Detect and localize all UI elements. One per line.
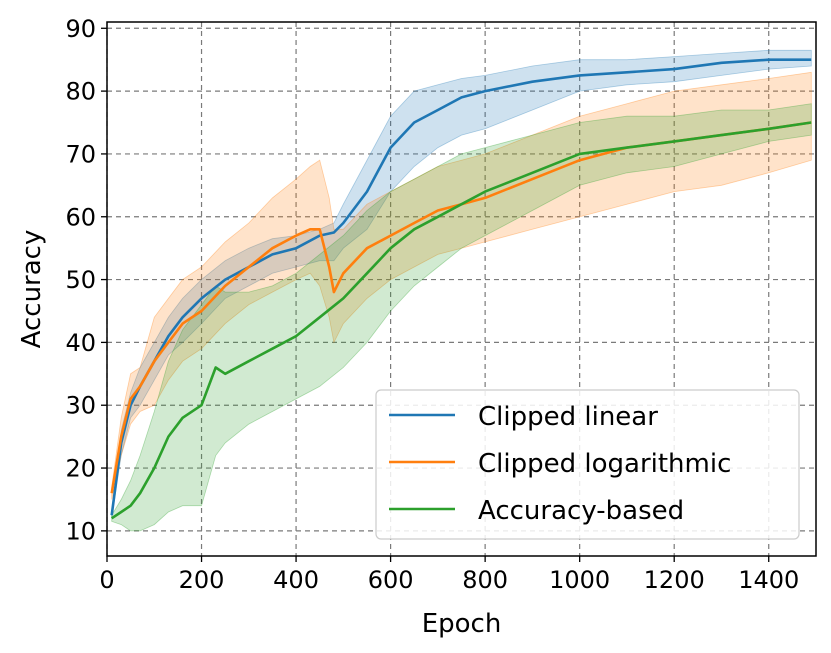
x-tick-label: 1400	[738, 566, 799, 594]
y-tick-label: 80	[65, 78, 96, 106]
y-tick-label: 90	[65, 15, 96, 43]
clipped-logarithmic-band	[111, 71, 812, 500]
clipped-linear-line	[110, 58, 812, 516]
y-axis-label: Accuracy	[17, 230, 47, 349]
x-tick-label: 200	[179, 566, 225, 594]
accuracy-based-band	[111, 103, 812, 532]
x-tick-label: 0	[99, 566, 114, 594]
x-tick-label: 800	[462, 566, 508, 594]
y-tick-label: 60	[65, 203, 96, 231]
x-tick-label: 1200	[644, 566, 705, 594]
accuracy-based-legend-label: Accuracy-based	[478, 496, 684, 526]
y-tick-label: 70	[65, 140, 96, 168]
clipped-linear-band	[111, 49, 812, 519]
x-tick-label: 600	[368, 566, 414, 594]
clipped-linear-legend-label: Clipped linear	[478, 402, 658, 432]
clipped-logarithmic-legend-label: Clipped logarithmic	[478, 449, 731, 479]
x-tick-label: 400	[273, 566, 319, 594]
y-tick-label: 40	[65, 329, 96, 357]
legend: Clipped linear Clipped logarithmic Accurac…	[375, 389, 800, 540]
x-axis-label: Epoch	[422, 609, 502, 639]
plot-frame	[106, 21, 817, 557]
x-tick-label: 1000	[549, 566, 610, 594]
axis-ticks: 0 200 400 600 800 1000 1200 1400 10 20 30 40 50 60 70 8…	[65, 15, 799, 594]
clipped-logarithmic-line	[110, 121, 812, 494]
y-tick-label: 30	[65, 392, 96, 420]
legend-box	[375, 389, 800, 540]
y-tick-label: 50	[65, 266, 96, 294]
confidence-bands	[111, 49, 812, 532]
accuracy-based-line	[110, 121, 812, 520]
y-tick-label: 10	[65, 517, 96, 545]
y-tick-label: 20	[65, 455, 96, 483]
series-lines	[110, 58, 812, 520]
